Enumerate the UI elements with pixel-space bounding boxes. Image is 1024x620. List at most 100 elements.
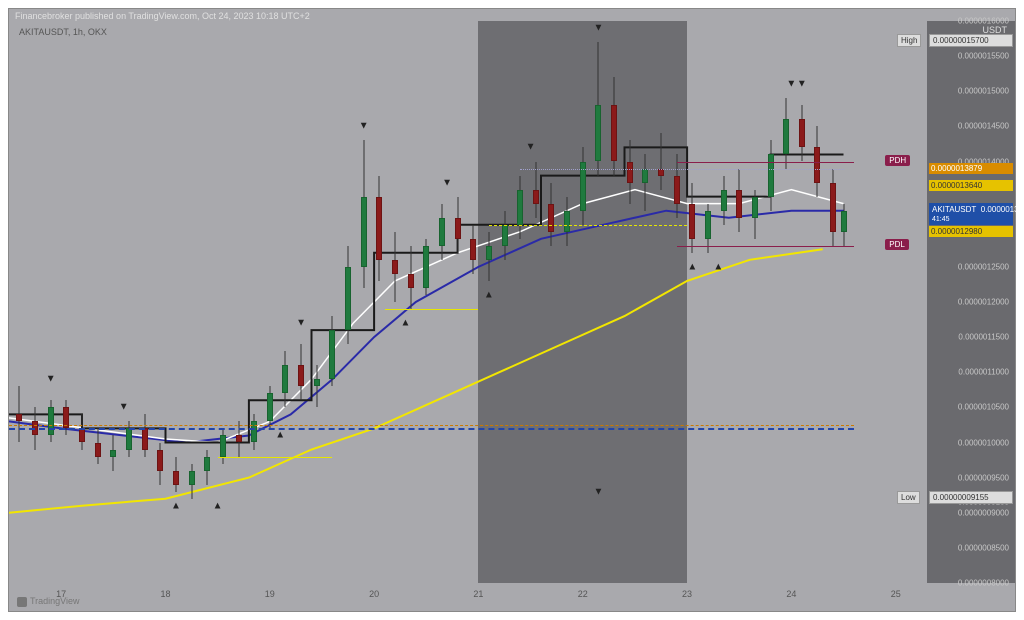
candle-body — [329, 330, 335, 379]
arrow-up-icon: ▲ — [713, 261, 723, 272]
arrow-up-icon: ▲ — [171, 500, 181, 511]
y-tick: 0.0000015000 — [958, 87, 1009, 96]
level-line — [489, 225, 687, 226]
plot-area[interactable]: ▼▼▲▲▼▲▼▲▼▲▼▼▼▲▲▼▼ PDHPDL — [9, 21, 927, 583]
price-tag: 0.0000013879 — [929, 163, 1013, 174]
candle-body — [48, 407, 54, 435]
candle-body — [705, 211, 711, 239]
y-tick: 0.0000009500 — [958, 473, 1009, 482]
candle-body — [830, 183, 836, 232]
arrow-down-icon: ▼ — [46, 374, 56, 385]
candle-body — [658, 169, 664, 176]
arrow-down-icon: ▼ — [797, 79, 807, 90]
candle-body — [376, 197, 382, 260]
candle-body — [595, 105, 601, 161]
symbol-interval: 1h — [73, 27, 83, 37]
level-line — [9, 425, 854, 426]
price-box-value: 0.00000009155 — [929, 491, 1013, 504]
level-line — [677, 246, 854, 247]
y-axis[interactable]: USDT 0.00000160000.00000157000.000001550… — [927, 21, 1015, 583]
session-region — [478, 21, 687, 583]
x-tick: 25 — [891, 589, 901, 599]
candle-body — [627, 162, 633, 183]
arrow-up-icon: ▲ — [687, 261, 697, 272]
candle-body — [95, 443, 101, 457]
candle-body — [16, 414, 22, 421]
candle-body — [611, 105, 617, 161]
level-line — [385, 309, 479, 310]
x-tick: 23 — [682, 589, 692, 599]
arrow-up-icon: ▲ — [213, 500, 223, 511]
symbol-info: AKITAUSDT, 1h, OKX — [19, 27, 107, 37]
level-line — [520, 169, 843, 170]
price-box: High — [897, 34, 921, 47]
ma-line-white_ma — [9, 190, 844, 443]
candle-body — [204, 457, 210, 471]
y-tick: 0.0000009000 — [958, 508, 1009, 517]
candle-body — [408, 274, 414, 288]
candle-body — [674, 176, 680, 204]
price-box: Low — [897, 491, 920, 504]
x-tick: 21 — [473, 589, 483, 599]
candle-body — [361, 197, 367, 267]
candle-body — [126, 428, 132, 449]
x-axis[interactable]: 171819202122232425 — [9, 583, 927, 611]
y-tick: 0.0000016000 — [958, 17, 1009, 26]
candle-body — [564, 211, 570, 232]
y-tick: 0.0000014500 — [958, 122, 1009, 131]
candle-body — [455, 218, 461, 239]
candle-body — [236, 435, 242, 442]
candle-body — [220, 435, 226, 456]
arrow-up-icon: ▲ — [400, 318, 410, 329]
level-line — [9, 428, 854, 430]
candle-body — [173, 471, 179, 485]
arrow-down-icon: ▼ — [593, 23, 603, 34]
level-line — [218, 457, 333, 458]
candle-body — [517, 190, 523, 225]
y-tick: 0.0000011000 — [958, 368, 1009, 377]
lines-overlay — [9, 21, 927, 583]
chart-container: Financebroker published on TradingView.c… — [0, 0, 1024, 620]
level-label: PDH — [885, 155, 910, 166]
candle-body — [267, 393, 273, 421]
main-price-tag: AKITAUSDT 0.000001327641:45 — [929, 203, 1013, 225]
candle-body — [423, 246, 429, 288]
symbol-exchange: OKX — [88, 27, 107, 37]
candle-body — [783, 119, 789, 154]
y-tick: 0.0000015500 — [958, 52, 1009, 61]
tradingview-icon — [17, 597, 27, 607]
candle-body — [189, 471, 195, 485]
level-line — [677, 162, 854, 163]
candle-body — [533, 190, 539, 204]
chart-area[interactable]: Financebroker published on TradingView.c… — [8, 8, 1016, 612]
arrow-down-icon: ▼ — [593, 486, 603, 497]
candle-body — [814, 147, 820, 182]
publisher-text: Financebroker published on TradingView.c… — [15, 11, 310, 21]
level-label: PDL — [885, 239, 909, 250]
candle-body — [79, 428, 85, 442]
candle-body — [345, 267, 351, 330]
y-tick: 0.0000012000 — [958, 298, 1009, 307]
y-tick: 0.0000008500 — [958, 543, 1009, 552]
ma-line-yellow — [9, 249, 823, 513]
candle-body — [142, 428, 148, 449]
price-box-value: 0.00000015700 — [929, 34, 1013, 47]
watermark: TradingView — [17, 596, 80, 607]
x-tick: 20 — [369, 589, 379, 599]
candle-body — [282, 365, 288, 393]
price-tag: 0.0000013640 — [929, 180, 1013, 191]
candle-body — [157, 450, 163, 471]
candle-body — [314, 379, 320, 386]
candle-body — [298, 365, 304, 386]
arrow-down-icon: ▼ — [296, 318, 306, 329]
candle-body — [736, 190, 742, 218]
arrow-down-icon: ▼ — [786, 79, 796, 90]
candle-wick — [660, 133, 661, 189]
candle-body — [439, 218, 445, 246]
arrow-down-icon: ▼ — [442, 177, 452, 188]
candle-body — [548, 204, 554, 232]
arrow-up-icon: ▲ — [275, 430, 285, 441]
candle-wick — [316, 365, 317, 407]
arrow-down-icon: ▼ — [526, 142, 536, 153]
y-tick: 0.0000010500 — [958, 403, 1009, 412]
